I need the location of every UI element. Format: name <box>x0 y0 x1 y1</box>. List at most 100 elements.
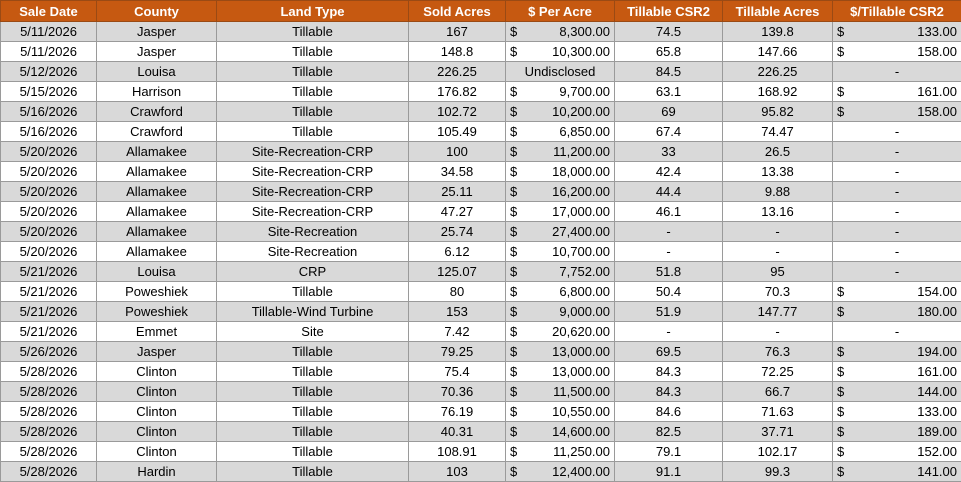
money-cell: $11,200.00 <box>506 142 615 162</box>
currency-sign: $ <box>510 24 517 39</box>
table-cell: - <box>723 322 833 342</box>
table-cell: 13.16 <box>723 202 833 222</box>
currency-sign: $ <box>837 24 844 39</box>
table-cell: 105.49 <box>409 122 506 142</box>
currency-sign: $ <box>837 424 844 439</box>
table-cell: Allamakee <box>97 182 217 202</box>
amount: 9,000.00 <box>559 304 610 319</box>
currency-sign: $ <box>837 464 844 479</box>
table-cell: - <box>833 262 961 282</box>
table-cell: - <box>833 202 961 222</box>
table-cell: Site-Recreation-CRP <box>217 142 409 162</box>
table-cell: Tillable <box>217 462 409 482</box>
money-cell: $133.00 <box>833 22 961 42</box>
table-cell: 33 <box>615 142 723 162</box>
money-cell: $11,500.00 <box>506 382 615 402</box>
table-cell: 5/16/2026 <box>1 122 97 142</box>
table-cell: 5/20/2026 <box>1 242 97 262</box>
table-cell: Poweshiek <box>97 302 217 322</box>
table-cell: 5/20/2026 <box>1 182 97 202</box>
table-cell: 5/21/2026 <box>1 322 97 342</box>
table-cell: 5/21/2026 <box>1 282 97 302</box>
table-cell: Undisclosed <box>506 62 615 82</box>
amount: 133.00 <box>917 404 957 419</box>
money-cell: $13,000.00 <box>506 342 615 362</box>
amount: 180.00 <box>917 304 957 319</box>
currency-sign: $ <box>837 84 844 99</box>
table-cell: 44.4 <box>615 182 723 202</box>
table-cell: Site-Recreation-CRP <box>217 182 409 202</box>
money-cell: $18,000.00 <box>506 162 615 182</box>
table-cell: 5/20/2026 <box>1 202 97 222</box>
table-cell: Crawford <box>97 102 217 122</box>
table-cell: 5/28/2026 <box>1 362 97 382</box>
table-cell: 5/28/2026 <box>1 442 97 462</box>
money-cell: $20,620.00 <box>506 322 615 342</box>
amount: 11,200.00 <box>553 144 610 159</box>
table-cell: 226.25 <box>409 62 506 82</box>
table-cell: 75.4 <box>409 362 506 382</box>
amount: 13,000.00 <box>552 364 610 379</box>
table-cell: Emmet <box>97 322 217 342</box>
table-cell: Allamakee <box>97 222 217 242</box>
amount: 13,000.00 <box>552 344 610 359</box>
table-cell: - <box>833 122 961 142</box>
table-cell: 102.17 <box>723 442 833 462</box>
table-cell: Tillable <box>217 342 409 362</box>
amount: 27,400.00 <box>552 224 610 239</box>
table-cell: - <box>723 222 833 242</box>
table-cell: Allamakee <box>97 202 217 222</box>
header-cell: Land Type <box>217 1 409 22</box>
table-cell: 67.4 <box>615 122 723 142</box>
table-cell: 153 <box>409 302 506 322</box>
table-cell: - <box>833 142 961 162</box>
amount: 7,752.00 <box>559 264 610 279</box>
header-cell: Tillable Acres <box>723 1 833 22</box>
money-cell: $10,550.00 <box>506 402 615 422</box>
table-cell: - <box>833 222 961 242</box>
amount: 6,850.00 <box>559 124 610 139</box>
currency-sign: $ <box>510 264 517 279</box>
header-cell: $ Per Acre <box>506 1 615 22</box>
amount: 158.00 <box>917 44 957 59</box>
table-cell: 91.1 <box>615 462 723 482</box>
header-cell: Tillable CSR2 <box>615 1 723 22</box>
table-cell: - <box>833 162 961 182</box>
header-cell: $/Tillable CSR2 <box>833 1 961 22</box>
currency-sign: $ <box>837 444 844 459</box>
money-cell: $141.00 <box>833 462 961 482</box>
currency-sign: $ <box>510 184 517 199</box>
table-cell: Jasper <box>97 42 217 62</box>
table-cell: Jasper <box>97 22 217 42</box>
currency-sign: $ <box>510 104 517 119</box>
amount: 161.00 <box>917 84 957 99</box>
table-cell: Tillable <box>217 62 409 82</box>
table-cell: 5/11/2026 <box>1 22 97 42</box>
currency-sign: $ <box>510 244 517 259</box>
table-cell: Tillable <box>217 82 409 102</box>
table-cell: 5/21/2026 <box>1 262 97 282</box>
money-cell: $6,800.00 <box>506 282 615 302</box>
currency-sign: $ <box>837 404 844 419</box>
amount: 152.00 <box>917 444 957 459</box>
table-cell: 80 <box>409 282 506 302</box>
currency-sign: $ <box>510 424 517 439</box>
currency-sign: $ <box>510 224 517 239</box>
amount: 18,000.00 <box>552 164 610 179</box>
table-cell: 167 <box>409 22 506 42</box>
table-cell: - <box>833 182 961 202</box>
table-cell: 5/15/2026 <box>1 82 97 102</box>
amount: 141.00 <box>917 464 957 479</box>
amount: 12,400.00 <box>552 464 610 479</box>
